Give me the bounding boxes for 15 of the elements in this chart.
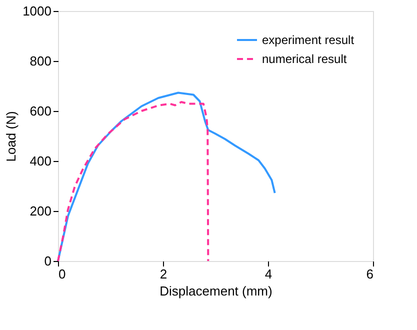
legend-label: numerical result	[262, 52, 348, 66]
y-tick-label: 0	[44, 254, 52, 268]
x-tick-label: 4	[264, 266, 272, 282]
line-series	[57, 101, 210, 262]
x-tick-label: 2	[160, 266, 168, 282]
y-axis-title: Load (N)	[4, 111, 19, 162]
legend-label: experiment result	[262, 33, 355, 47]
y-tick-label: 600	[30, 104, 52, 118]
y-tick-label: 200	[30, 204, 52, 218]
y-tick-label: 1000	[22, 4, 52, 18]
y-tick-label: 800	[30, 54, 52, 68]
y-tick-label: 400	[30, 154, 52, 168]
x-tick-label: 0	[58, 266, 66, 282]
x-axis-title: Displacement (mm)	[160, 284, 272, 298]
x-tick-label: 6	[366, 266, 374, 282]
